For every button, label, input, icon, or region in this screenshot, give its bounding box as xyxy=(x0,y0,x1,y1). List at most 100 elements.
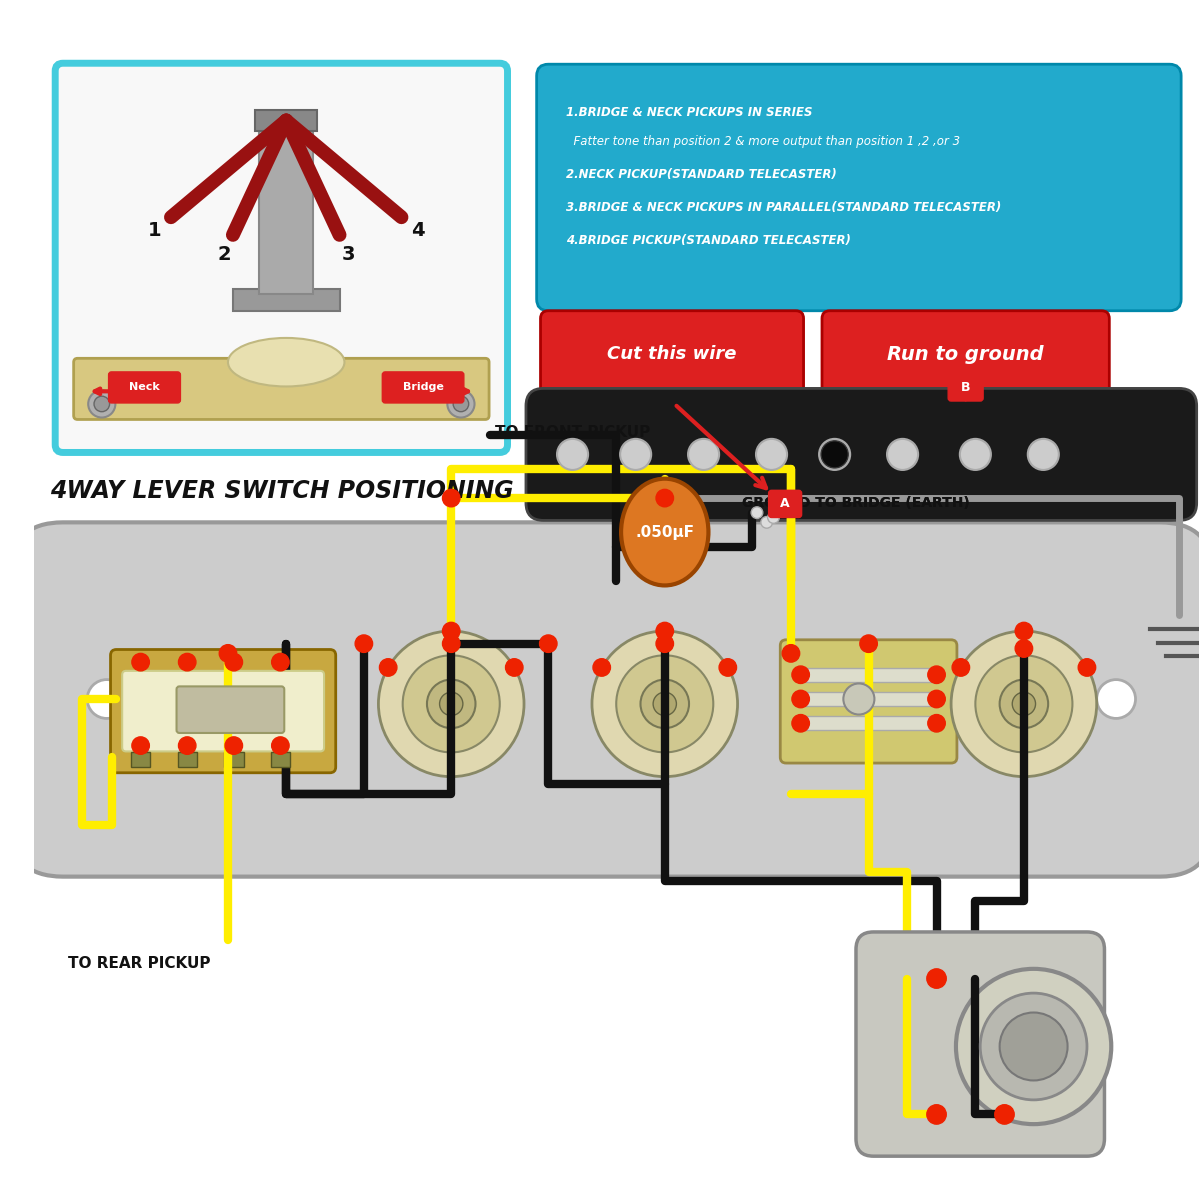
FancyBboxPatch shape xyxy=(383,372,464,403)
Text: 4.BRIDGE PICKUP(STANDARD TELECASTER): 4.BRIDGE PICKUP(STANDARD TELECASTER) xyxy=(565,234,851,247)
Text: Fatter tone than position 2 & more output than position 1 ,2 ,or 3: Fatter tone than position 2 & more outpu… xyxy=(565,136,960,149)
Circle shape xyxy=(844,684,875,714)
FancyBboxPatch shape xyxy=(540,311,804,400)
Circle shape xyxy=(593,659,611,676)
Circle shape xyxy=(820,439,850,470)
Text: Cut this wire: Cut this wire xyxy=(607,346,737,364)
Ellipse shape xyxy=(228,338,344,386)
Circle shape xyxy=(1097,679,1135,719)
FancyBboxPatch shape xyxy=(536,65,1181,311)
Circle shape xyxy=(226,737,242,755)
Bar xyxy=(178,752,197,767)
Circle shape xyxy=(540,635,557,653)
FancyBboxPatch shape xyxy=(856,932,1104,1156)
Circle shape xyxy=(179,653,196,671)
Circle shape xyxy=(952,659,970,676)
Circle shape xyxy=(443,490,460,506)
Ellipse shape xyxy=(622,479,708,586)
Circle shape xyxy=(782,644,799,662)
Circle shape xyxy=(89,390,115,418)
FancyBboxPatch shape xyxy=(122,671,324,751)
Circle shape xyxy=(928,714,946,732)
Circle shape xyxy=(620,439,652,470)
Circle shape xyxy=(641,679,689,728)
Circle shape xyxy=(88,679,126,719)
Text: 3.BRIDGE & NECK PICKUPS IN PARALLEL(STANDARD TELECASTER): 3.BRIDGE & NECK PICKUPS IN PARALLEL(STAN… xyxy=(565,202,1001,215)
Circle shape xyxy=(454,396,469,412)
Circle shape xyxy=(427,679,475,728)
Bar xyxy=(256,110,317,131)
FancyBboxPatch shape xyxy=(948,374,983,401)
Bar xyxy=(800,716,936,730)
Bar xyxy=(259,130,313,294)
Circle shape xyxy=(94,396,109,412)
Circle shape xyxy=(980,994,1087,1100)
Circle shape xyxy=(821,440,848,468)
Text: 2.NECK PICKUP(STANDARD TELECASTER): 2.NECK PICKUP(STANDARD TELECASTER) xyxy=(565,168,836,181)
Bar xyxy=(224,752,244,767)
Bar xyxy=(271,752,290,767)
Circle shape xyxy=(761,516,773,528)
Bar xyxy=(800,692,936,706)
Circle shape xyxy=(1000,1013,1068,1080)
FancyBboxPatch shape xyxy=(176,686,284,733)
Circle shape xyxy=(1000,679,1048,728)
FancyBboxPatch shape xyxy=(73,359,490,420)
Text: TO REAR PICKUP: TO REAR PICKUP xyxy=(68,956,210,972)
Text: Run to ground: Run to ground xyxy=(887,344,1044,364)
Bar xyxy=(131,752,150,767)
Circle shape xyxy=(960,439,991,470)
Circle shape xyxy=(557,439,588,470)
Circle shape xyxy=(403,655,499,752)
FancyBboxPatch shape xyxy=(769,491,802,517)
Circle shape xyxy=(656,635,673,653)
FancyBboxPatch shape xyxy=(526,389,1196,521)
Circle shape xyxy=(956,968,1111,1124)
Circle shape xyxy=(1079,659,1096,676)
Circle shape xyxy=(1013,692,1036,715)
Circle shape xyxy=(792,690,809,708)
Bar xyxy=(800,668,936,682)
Circle shape xyxy=(656,623,673,640)
Circle shape xyxy=(860,635,877,653)
Circle shape xyxy=(226,653,242,671)
Text: TO FRONT PICKUP: TO FRONT PICKUP xyxy=(494,425,650,439)
FancyBboxPatch shape xyxy=(10,522,1200,877)
Text: 4WAY LEVER SWITCH POSITIONING: 4WAY LEVER SWITCH POSITIONING xyxy=(49,479,514,503)
Circle shape xyxy=(443,623,460,640)
Text: GROUND TO BRIDGE (EARTH): GROUND TO BRIDGE (EARTH) xyxy=(743,496,970,510)
Circle shape xyxy=(271,653,289,671)
Circle shape xyxy=(448,390,474,418)
Circle shape xyxy=(1027,439,1058,470)
Circle shape xyxy=(443,635,460,653)
Circle shape xyxy=(928,690,946,708)
Circle shape xyxy=(995,1105,1014,1124)
Circle shape xyxy=(976,655,1073,752)
Circle shape xyxy=(355,635,373,653)
Circle shape xyxy=(271,737,289,755)
Circle shape xyxy=(379,659,397,676)
Circle shape xyxy=(1015,640,1033,658)
FancyBboxPatch shape xyxy=(108,372,180,403)
Circle shape xyxy=(756,439,787,470)
Circle shape xyxy=(132,737,149,755)
Circle shape xyxy=(928,666,946,684)
Circle shape xyxy=(653,692,677,715)
Circle shape xyxy=(926,1105,947,1124)
Circle shape xyxy=(719,659,737,676)
Circle shape xyxy=(792,666,809,684)
Circle shape xyxy=(132,653,149,671)
Circle shape xyxy=(617,655,713,752)
Text: B: B xyxy=(961,380,971,394)
Circle shape xyxy=(688,439,719,470)
Text: A: A xyxy=(780,498,790,510)
Circle shape xyxy=(656,490,673,506)
Text: 3: 3 xyxy=(342,245,355,264)
Circle shape xyxy=(179,737,196,755)
Circle shape xyxy=(792,714,809,732)
Circle shape xyxy=(887,439,918,470)
Circle shape xyxy=(768,511,779,523)
Text: 2: 2 xyxy=(217,245,230,264)
Text: 4: 4 xyxy=(412,222,425,240)
Text: Bridge: Bridge xyxy=(403,383,444,392)
